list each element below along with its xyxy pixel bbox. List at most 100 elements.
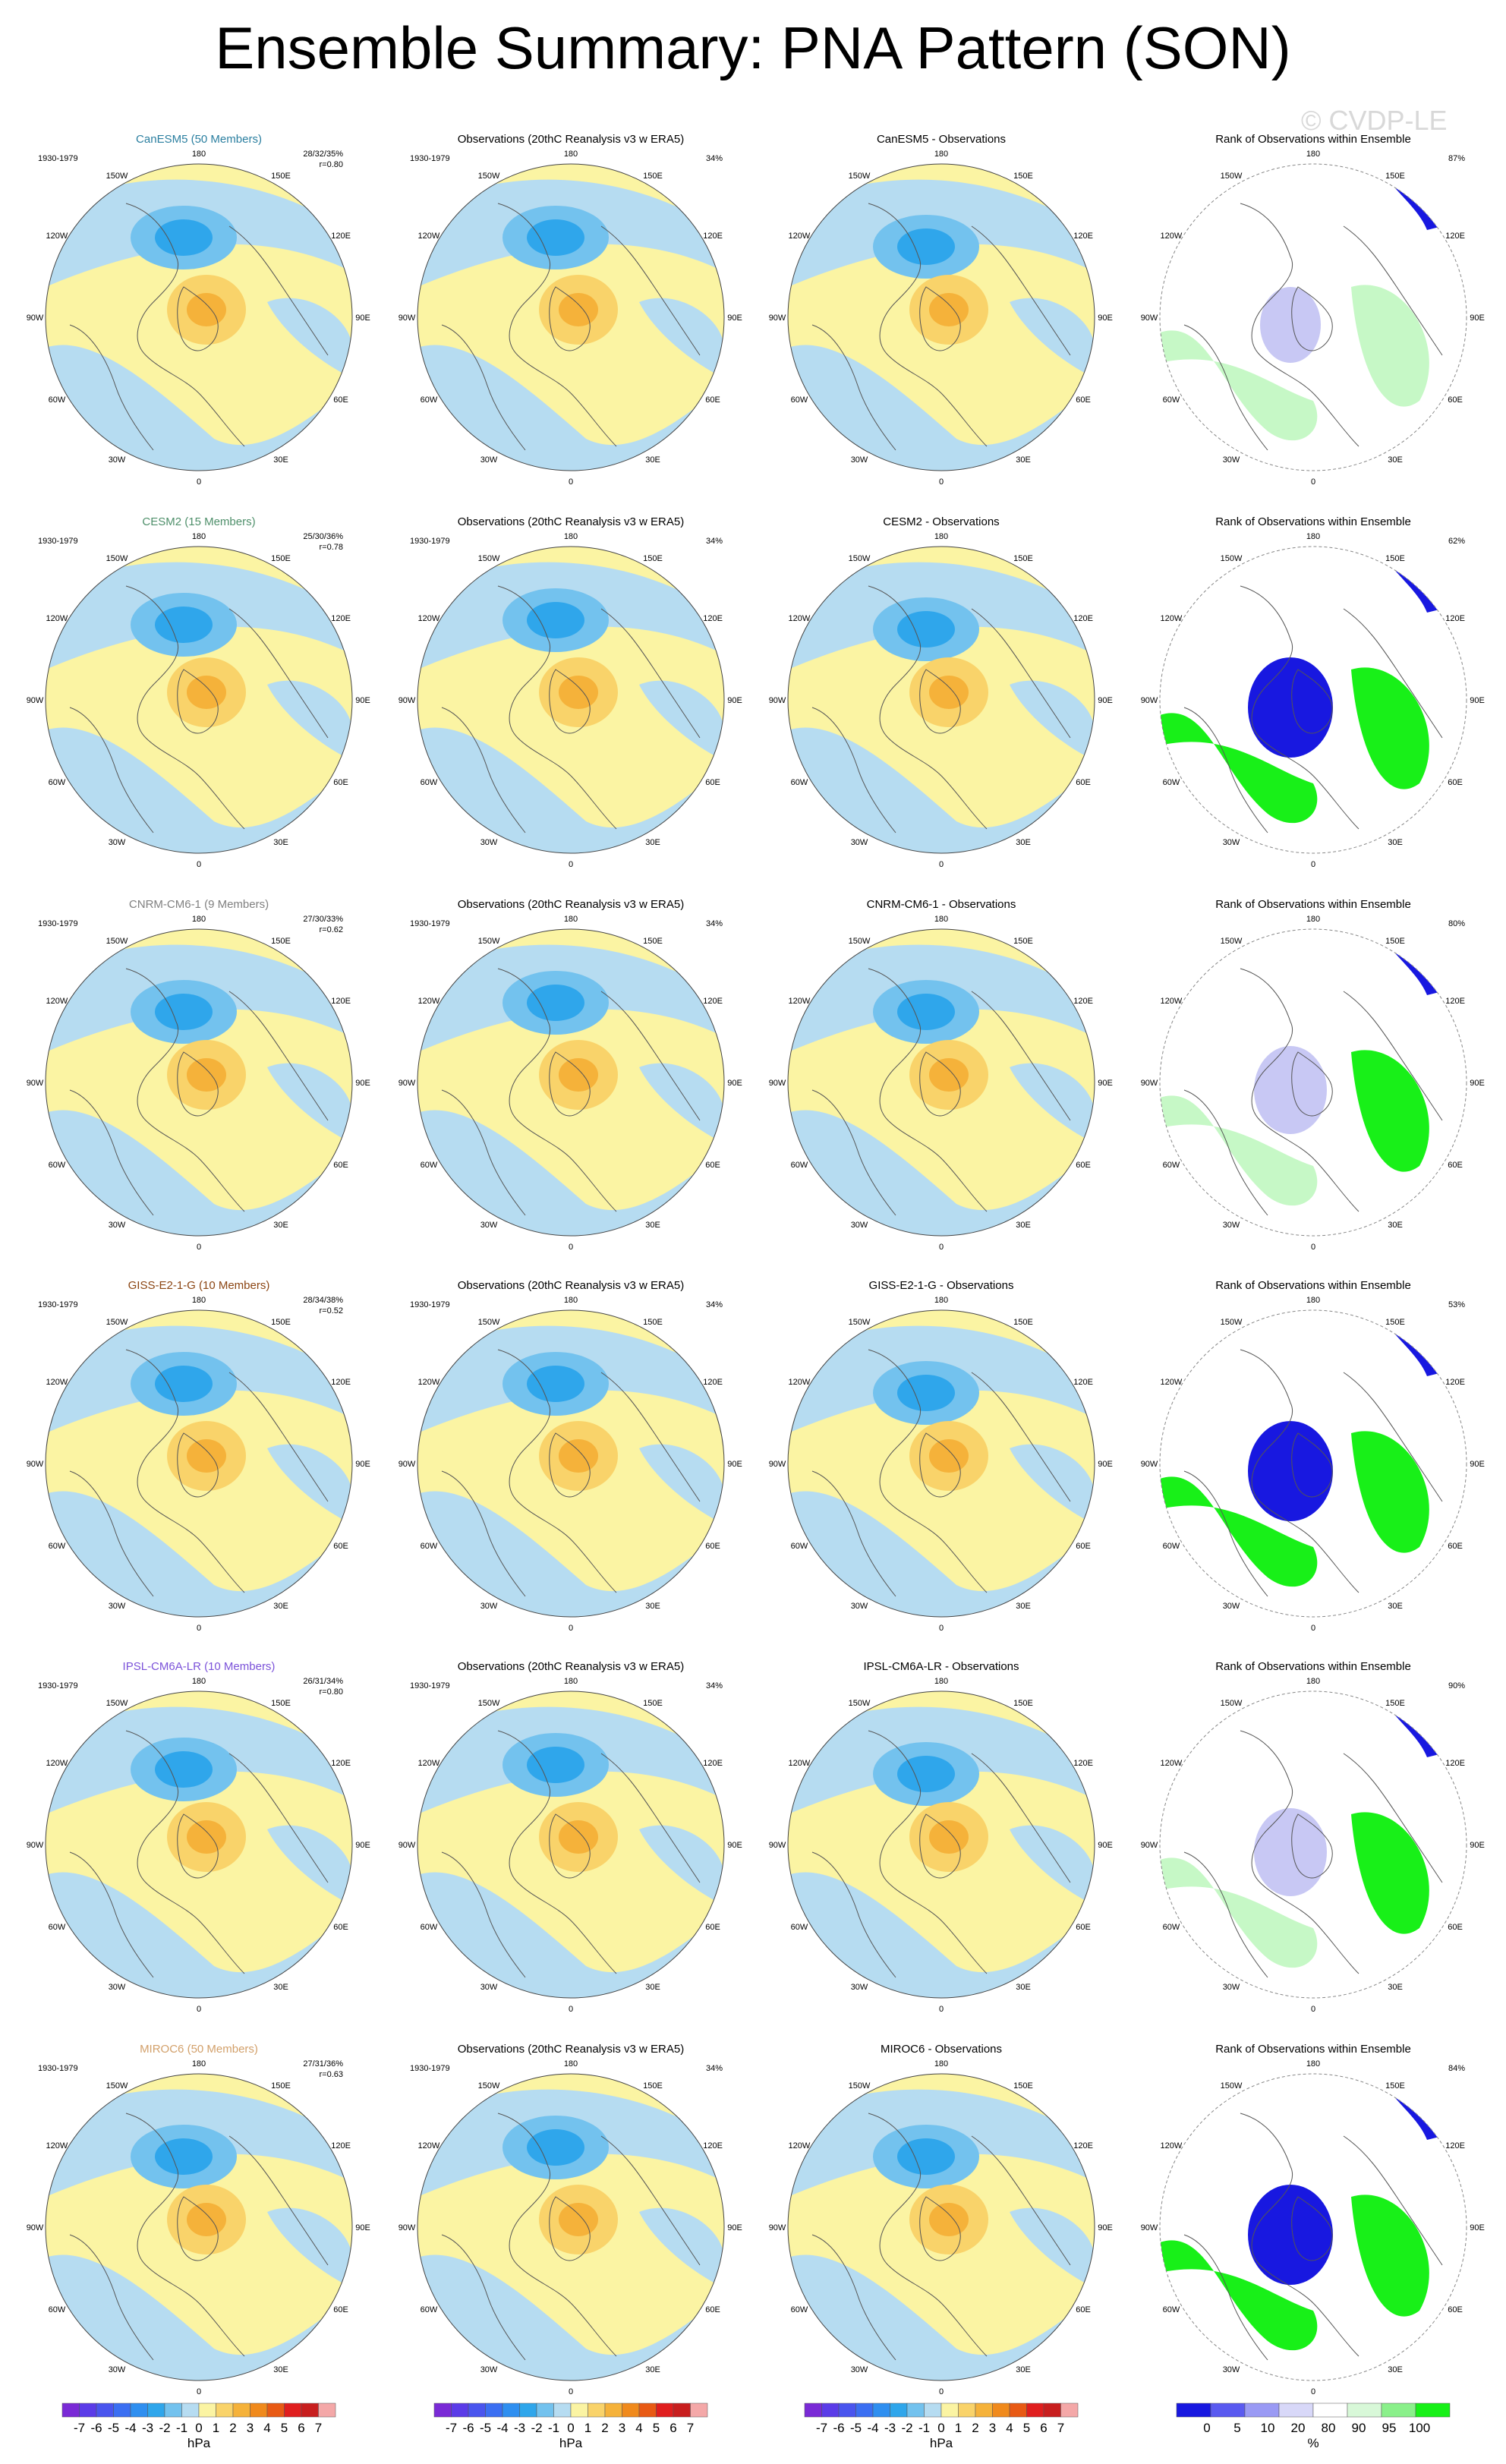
rank-panel: 180 150E 120E 90E 60E 30E 0 30W 60W 90W 120W 150W Ra…	[1141, 515, 1485, 869]
panel-title: IPSL-CM6A-LR (10 Members)	[123, 1660, 276, 1673]
longitude-label: 150E	[1385, 1318, 1405, 1327]
longitude-label: 120W	[789, 1759, 811, 1768]
map-boundary	[45, 2073, 353, 2381]
period-label: 1930-1979	[410, 1681, 450, 1690]
longitude-label: 180	[934, 1677, 948, 1686]
colorbar-swatch	[690, 2403, 708, 2418]
colorbar-swatch	[940, 2403, 959, 2418]
colorbar-swatch	[1060, 2403, 1079, 2418]
colorbar-tick-label: -7	[816, 2421, 827, 2435]
colorbar-swatch	[673, 2403, 691, 2418]
longitude-label: 60W	[1163, 1542, 1180, 1551]
map-boundary	[787, 1309, 1095, 1618]
longitude-label: 90W	[769, 696, 786, 705]
longitude-label: 180	[1306, 915, 1320, 924]
map-boundary	[417, 1309, 725, 1618]
model-panel: 180 150E 120E 90E 60E 30E 0 30W 60W 90W 120W 150W CE…	[27, 515, 370, 869]
panel-title: Observations (20thC Reanalysis v3 w ERA5…	[458, 1279, 684, 1292]
period-label: 1930-1979	[38, 154, 78, 163]
longitude-label: 0	[569, 2005, 573, 2014]
longitude-label: 60W	[1163, 778, 1180, 787]
coastline	[69, 1730, 329, 1978]
longitude-label: 90E	[727, 1079, 742, 1088]
negative-anomaly-region	[267, 2207, 352, 2288]
low-center-inner	[527, 1747, 584, 1783]
colorbar-swatch	[553, 2403, 572, 2418]
longitude-label: 120E	[1445, 1759, 1465, 1768]
longitude-label: 0	[939, 1243, 944, 1252]
rank-high-region	[1160, 1857, 1318, 1968]
longitude-label: 150W	[478, 937, 500, 946]
rank-percent: 62%	[1448, 537, 1465, 546]
longitude-label: 30W	[851, 2365, 868, 2374]
longitude-label: 90W	[1141, 2223, 1158, 2232]
longitude-label: 150E	[1013, 172, 1033, 181]
colorbar-swatch	[318, 2403, 336, 2418]
observations-panel: 180 150E 120E 90E 60E 30E 0 30W 60W 90W 120W 150W Ob…	[399, 1660, 742, 2014]
longitude-label: 30E	[273, 838, 288, 847]
colorbar-tick-label: -2	[159, 2421, 170, 2435]
colorbar-swatch	[79, 2403, 97, 2418]
high-center-inner	[929, 1820, 969, 1854]
rank-panel: 180 150E 120E 90E 60E 30E 0 30W 60W 90W 120W 150W Ra…	[1141, 2043, 1485, 2396]
rank-high-region	[1160, 330, 1318, 441]
longitude-label: 180	[934, 1296, 948, 1305]
longitude-label: 180	[564, 150, 578, 159]
longitude-label: 150W	[1221, 554, 1243, 563]
panel-title: Rank of Observations within Ensemble	[1215, 2043, 1411, 2056]
negative-anomaly-region	[417, 1110, 724, 1236]
longitude-label: 120W	[1161, 614, 1183, 623]
negative-anomaly-region	[267, 298, 352, 378]
longitude-label: 180	[1306, 1296, 1320, 1305]
longitude-label: 60E	[705, 778, 720, 787]
variance-stats: 34%	[706, 919, 723, 928]
colorbar-tick-label: -1	[548, 2421, 559, 2435]
longitude-label: 30W	[109, 838, 126, 847]
colorbar-tick-label: -3	[514, 2421, 525, 2435]
colorbar-tick-label: 0	[937, 2421, 944, 2435]
longitude-label: 90E	[1098, 1841, 1113, 1850]
longitude-label: 120E	[1445, 997, 1465, 1006]
panel-title: CanESM5 - Observations	[877, 133, 1006, 146]
longitude-label: 180	[192, 1296, 206, 1305]
high-center-inner	[187, 1820, 226, 1854]
longitude-label: 90W	[399, 696, 416, 705]
map-boundary	[1159, 163, 1467, 471]
longitude-label: 150E	[271, 1318, 291, 1327]
low-center-inner	[155, 219, 213, 256]
longitude-label: 90E	[1470, 696, 1485, 705]
colorbar-tick-label: 6	[298, 2421, 304, 2435]
longitude-label: 30W	[109, 1221, 126, 1230]
longitude-label: 30E	[645, 455, 660, 465]
negative-anomaly-region	[1010, 1825, 1095, 1905]
longitude-label: 180	[564, 1296, 578, 1305]
colorbar-tick-label: 2	[229, 2421, 236, 2435]
longitude-label: 90W	[1141, 314, 1158, 323]
difference-panel: 180 150E 120E 90E 60E 30E 0 30W 60W 90W 120W 150W Ca…	[769, 133, 1113, 487]
colorbar-tick-label: 80	[1322, 2421, 1336, 2435]
longitude-label: 120W	[418, 232, 440, 241]
longitude-label: 60E	[333, 2305, 348, 2314]
panel-title: CNRM-CM6-1 - Observations	[867, 898, 1016, 911]
longitude-label: 150W	[478, 172, 500, 181]
longitude-label: 180	[1306, 150, 1320, 159]
longitude-label: 30E	[645, 838, 660, 847]
coastline	[811, 1730, 1071, 1978]
period-label: 1930-1979	[38, 1681, 78, 1690]
longitude-label: 150W	[849, 172, 871, 181]
longitude-label: 60W	[1163, 1161, 1180, 1170]
map-boundary	[787, 546, 1095, 854]
longitude-label: 30W	[480, 1602, 498, 1611]
high-center-inner	[559, 2203, 598, 2236]
longitude-label: 150E	[1385, 554, 1405, 563]
rank-low-region	[1254, 1046, 1327, 1134]
map-boundary	[45, 163, 353, 471]
longitude-label: 120E	[1445, 614, 1465, 623]
colorbar-swatch	[181, 2403, 200, 2418]
colorbar-swatch	[301, 2403, 319, 2418]
longitude-label: 90E	[727, 314, 742, 323]
longitude-label: 60W	[791, 2305, 808, 2314]
longitude-label: 180	[1306, 2059, 1320, 2069]
longitude-label: 120W	[1161, 1378, 1183, 1387]
colorbar-tick-label: 1	[213, 2421, 219, 2435]
